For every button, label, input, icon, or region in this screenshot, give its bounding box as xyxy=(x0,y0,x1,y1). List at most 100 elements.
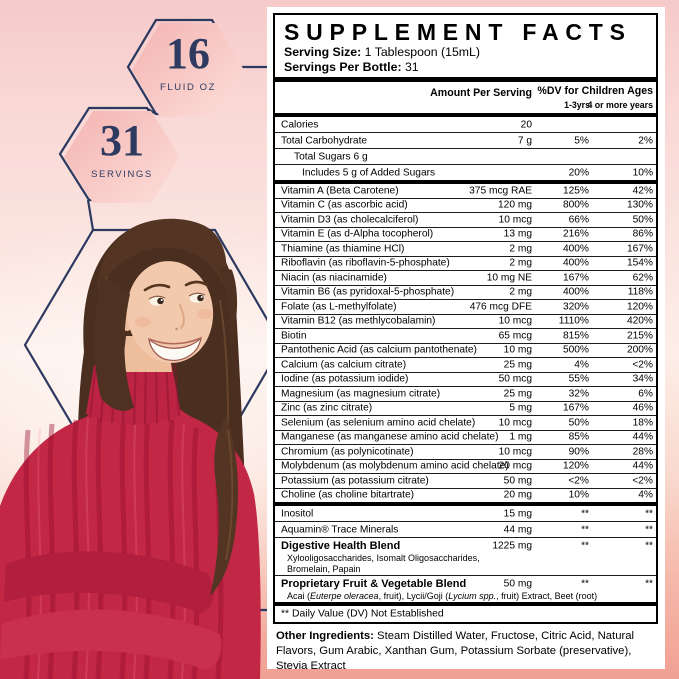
footnote-row: ** Daily Value (DV) Not Established xyxy=(275,606,656,622)
nutrient-name: Aquamin® Trace Minerals xyxy=(281,524,399,535)
dv-children-4plus: 18% xyxy=(632,417,653,429)
panel-title: SUPPLEMENT FACTS xyxy=(284,19,632,45)
nutrient-amount: 50 mg xyxy=(503,578,532,589)
dv-children-4plus: ** xyxy=(645,508,653,519)
dv-children-1-3: 32% xyxy=(568,388,589,400)
nutrient-amount: 44 mg xyxy=(503,524,532,535)
table-row: Biotin 65 mcg 815% 215% xyxy=(275,329,656,344)
table-row: Selenium (as selenium amino acid chelate… xyxy=(275,416,656,431)
table-row: Choline (as choline bitartrate) 20 mg 10% 4… xyxy=(275,489,656,503)
dv-children-4plus: 28% xyxy=(632,446,653,458)
thick-divider xyxy=(275,602,656,606)
dv-children-1-3: ** xyxy=(581,524,589,535)
table-row: Digestive Health Blend 1225 mg ** ** Xylooli… xyxy=(275,538,656,576)
dv-children-1-3: 800% xyxy=(562,199,589,211)
dv-children-1-3: 167% xyxy=(562,272,589,284)
nutrient-amount: 5 mg xyxy=(509,402,532,414)
serving-size-value: 1 Tablespoon (15mL) xyxy=(364,45,480,59)
table-row: Total Sugars 6 g xyxy=(275,149,656,165)
table-row: Total Carbohydrate 7 g 5% 2% xyxy=(275,133,656,149)
sub-ingredients: Bromelain, Papain xyxy=(287,564,361,574)
table-row: Vitamin B6 (as pyridoxal-5-phosphate) 2 m… xyxy=(275,286,656,300)
table-row: Calories 20 xyxy=(275,117,656,133)
nutrient-name: Molybdenum (as molybdenum amino acid che… xyxy=(281,460,509,472)
fluid-oz-value: 16 xyxy=(166,29,210,78)
nutrient-name: Choline (as choline bitartrate) xyxy=(281,489,415,501)
table-row: Calcium (as calcium citrate) 25 mg 4% <2% xyxy=(275,358,656,373)
serving-size-line: Serving Size: 1 Tablespoon (15mL) xyxy=(284,45,648,60)
dv-children-4plus: ** xyxy=(645,540,653,551)
nutrient-name: Vitamin E (as d-Alpha tocopherol) xyxy=(281,228,434,240)
nutrient-amount: 20 xyxy=(520,119,532,130)
table-row: Vitamin C (as ascorbic acid) 120 mg 800% 13… xyxy=(275,199,656,213)
nutrient-name: Vitamin C (as ascorbic acid) xyxy=(281,199,408,211)
dv-children-1-3: ** xyxy=(581,578,589,589)
dv-children-1-3: 5% xyxy=(574,135,589,146)
nutrient-name: Iodine (as potassium iodide) xyxy=(281,373,409,385)
badge-fluid-oz: 16 FLUID OZ xyxy=(126,18,244,117)
table-row: Includes 5 g of Added Sugars 20% 10% xyxy=(275,165,656,180)
nutrient-amount: 10 mcg xyxy=(498,417,532,429)
dv-children-1-3: 20% xyxy=(568,167,589,178)
table-row: Aquamin® Trace Minerals 44 mg ** ** xyxy=(275,522,656,538)
table-row: Folate (as L-methylfolate) 476 mcg DFE 320… xyxy=(275,300,656,315)
nutrient-amount: 25 mg xyxy=(503,388,532,400)
nutrient-name: Vitamin B6 (as pyridoxal-5-phosphate) xyxy=(281,286,455,298)
nutrient-amount: 20 mg xyxy=(503,489,532,501)
nutrient-name: Includes 5 g of Added Sugars xyxy=(302,167,436,178)
nutrient-name: Vitamin D3 (as cholecalciferol) xyxy=(281,214,419,226)
thick-divider xyxy=(275,113,656,117)
table-row: Proprietary Fruit & Vegetable Blend 50 mg… xyxy=(275,576,656,602)
nutrient-name: Calories xyxy=(281,119,319,130)
dv-children-4plus: 44% xyxy=(632,431,653,443)
dv-children-1-3: 85% xyxy=(568,431,589,443)
nutrient-name: Calcium (as calcium citrate) xyxy=(281,359,407,371)
servings-value: 31 xyxy=(100,116,144,165)
nutrient-name: Folate (as L-methylfolate) xyxy=(281,301,397,313)
table-row: Riboflavin (as riboflavin-5-phosphate) 2 … xyxy=(275,257,656,271)
dv-children-4plus: <2% xyxy=(632,475,653,487)
dv-children-4plus: 10% xyxy=(632,167,653,178)
nutrient-name: Proprietary Fruit & Vegetable Blend xyxy=(281,577,467,590)
nutrient-amount: 50 mg xyxy=(503,475,532,487)
sub-ingredients: Xylooligosaccharides, Isomalt Oligosacch… xyxy=(287,553,480,563)
nutrient-name: Zinc (as zinc citrate) xyxy=(281,402,373,414)
dv-children-1-3: 66% xyxy=(568,214,589,226)
nutrient-amount: 375 mcg RAE xyxy=(469,185,532,197)
other-ingredients: Other Ingredients: Steam Distilled Water… xyxy=(276,629,656,674)
thick-divider xyxy=(275,180,656,184)
facts-section: Vitamin A (Beta Carotene) 375 mcg RAE 125%… xyxy=(275,184,656,502)
nutrient-amount: 120 mg xyxy=(498,199,532,211)
nutrient-name: Magnesium (as magnesium citrate) xyxy=(281,388,441,400)
nutrient-name: Digestive Health Blend xyxy=(281,539,401,552)
nutrient-name: Thiamine (as thiamine HCl) xyxy=(281,243,405,255)
facts-table-body: Calories 20 Total Carbohydrate 7 g 5% 2% Total… xyxy=(275,117,656,606)
column-dv-sub2: 4 or more years xyxy=(587,100,653,110)
table-row: Iodine (as potassium iodide) 50 mcg 55% 34% xyxy=(275,373,656,387)
dv-children-1-3: 50% xyxy=(568,417,589,429)
dv-children-4plus: 167% xyxy=(626,243,653,255)
facts-section: Calories 20 Total Carbohydrate 7 g 5% 2% Total… xyxy=(275,117,656,180)
dv-children-1-3: 400% xyxy=(562,257,589,269)
sub-ingredients: Acai (Euterpe oleracea, fruit), Lycii/Go… xyxy=(287,591,598,601)
nutrient-amount: 10 mcg xyxy=(498,214,532,226)
nutrient-amount: 10 mcg xyxy=(498,315,532,327)
dv-children-1-3: 90% xyxy=(568,446,589,458)
dv-children-4plus: 2% xyxy=(638,135,653,146)
facts-section: Inositol 15 mg ** ** Aquamin® Trace Minerals… xyxy=(275,506,656,602)
dv-children-4plus: 46% xyxy=(632,402,653,414)
other-ingredients-label: Other Ingredients: xyxy=(276,630,374,642)
nutrient-name: Vitamin A (Beta Carotene) xyxy=(281,185,399,197)
table-row: Pantothenic Acid (as calcium pantothenat… xyxy=(275,344,656,358)
nutrient-name: Pantothenic Acid (as calcium pantothenat… xyxy=(281,344,477,356)
nutrient-name: Selenium (as selenium amino acid chelate… xyxy=(281,417,476,429)
hexagon-icon xyxy=(58,106,180,203)
column-dv-sub1: 1-3yrs xyxy=(564,100,590,110)
serving-size-label: Serving Size: xyxy=(284,45,362,59)
dv-children-1-3: 4% xyxy=(574,359,589,371)
dv-children-1-3: 1110% xyxy=(558,315,589,327)
table-row: Molybdenum (as molybdenum amino acid che… xyxy=(275,460,656,474)
dv-children-4plus: ** xyxy=(645,524,653,535)
dv-children-4plus: 44% xyxy=(632,460,653,472)
